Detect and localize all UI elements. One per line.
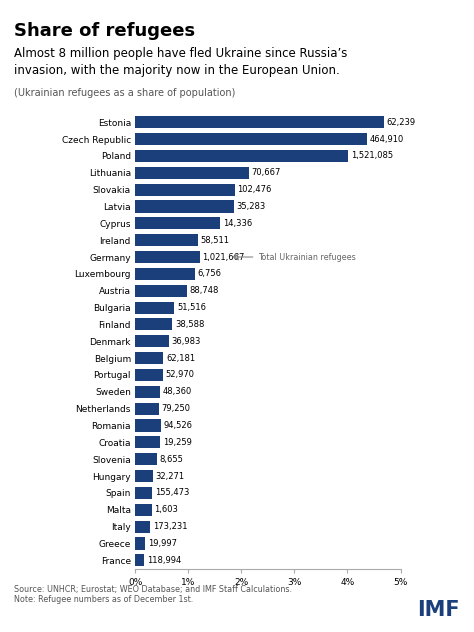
Text: 94,526: 94,526 [164,421,193,430]
Bar [135,453,157,465]
Bar [135,150,348,162]
Text: 8,655: 8,655 [160,455,183,464]
Text: 19,259: 19,259 [163,438,191,447]
Bar [135,386,160,398]
Bar [135,251,200,263]
Bar [135,403,159,415]
Text: 70,667: 70,667 [251,168,281,177]
Text: 38,588: 38,588 [175,320,204,329]
Text: 32,271: 32,271 [155,471,184,480]
Bar [135,200,234,212]
Bar [135,116,383,128]
Text: 1,603: 1,603 [154,506,178,514]
Text: 35,283: 35,283 [237,202,266,211]
Bar [135,352,163,364]
Text: 6,756: 6,756 [197,269,221,278]
Bar [135,133,366,145]
Bar [135,234,198,246]
Text: Share of refugees: Share of refugees [14,22,195,40]
Text: 118,994: 118,994 [147,556,181,565]
Bar [135,504,152,516]
Bar [135,183,235,196]
Bar [135,537,145,550]
Bar [135,301,174,313]
Text: 88,748: 88,748 [190,286,219,295]
Bar [135,420,161,432]
Text: 14,336: 14,336 [223,219,252,228]
Text: 62,239: 62,239 [386,118,415,126]
Text: Total Ukrainian refugees: Total Ukrainian refugees [258,253,356,262]
Bar [135,167,249,179]
Text: IMF: IMF [417,600,460,620]
Bar [135,470,153,482]
Bar [135,268,194,280]
Text: 1,521,085: 1,521,085 [351,152,393,161]
Text: 48,360: 48,360 [162,387,191,396]
Bar [135,554,144,566]
Bar [135,335,169,348]
Text: 51,516: 51,516 [177,303,206,312]
Text: 1,021,667: 1,021,667 [202,253,245,262]
Text: Source: UNHCR; Eurostat; WEO Database; and IMF Staff Calculations.
Note: Refugee: Source: UNHCR; Eurostat; WEO Database; a… [14,585,292,604]
Text: 58,511: 58,511 [201,236,229,245]
Text: 52,970: 52,970 [165,370,194,379]
Bar [135,217,220,229]
Text: 155,473: 155,473 [155,489,189,497]
Text: 19,997: 19,997 [148,539,177,548]
Text: 36,983: 36,983 [171,337,201,346]
Bar [135,369,163,381]
Bar [135,319,172,331]
Text: 102,476: 102,476 [237,185,272,194]
Text: 79,250: 79,250 [162,404,191,413]
Bar [135,436,160,449]
Text: 62,181: 62,181 [166,354,195,363]
Bar [135,521,150,533]
Text: 173,231: 173,231 [153,522,188,531]
Text: (Ukrainian refugees as a share of population): (Ukrainian refugees as a share of popula… [14,88,236,99]
Text: 464,910: 464,910 [369,135,403,143]
Bar [135,487,152,499]
Bar [135,284,187,297]
Text: Almost 8 million people have fled Ukraine since Russia’s
invasion, with the majo: Almost 8 million people have fled Ukrain… [14,47,347,77]
